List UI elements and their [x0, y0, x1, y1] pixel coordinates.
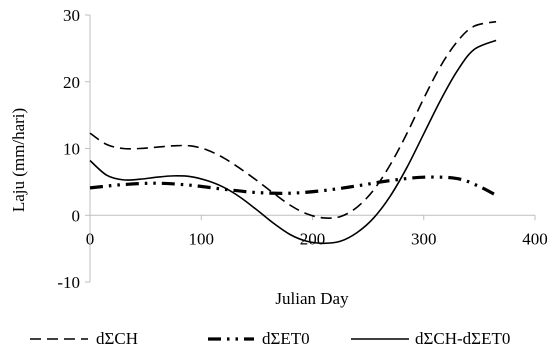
x-tick-label: 200	[300, 229, 326, 248]
y-tick-label: -10	[57, 273, 80, 292]
x-tick-label: 100	[189, 229, 215, 248]
x-axis-title: Julian Day	[275, 289, 349, 308]
series-line-2	[89, 175, 497, 197]
y-axis-title: Laju (mm/hari)	[9, 108, 28, 212]
x-tick-label: 300	[411, 229, 437, 248]
y-tick-label: 10	[63, 140, 80, 159]
series-lines	[89, 20, 497, 245]
series-line-1	[89, 20, 497, 219]
y-tick-label: 20	[63, 73, 80, 92]
legend: dΣCH dΣET0 dΣCH-dΣET0	[30, 329, 510, 348]
legend-label: dΣCH	[96, 329, 138, 348]
series-line-3	[89, 39, 497, 245]
x-tick-label: 400	[522, 229, 548, 248]
y-tick-label: 30	[63, 6, 80, 25]
x-tick-label: 0	[86, 229, 95, 248]
y-tick-label: 0	[72, 206, 81, 225]
legend-label: dΣET0	[262, 329, 310, 348]
legend-label: dΣCH-dΣET0	[415, 329, 510, 348]
